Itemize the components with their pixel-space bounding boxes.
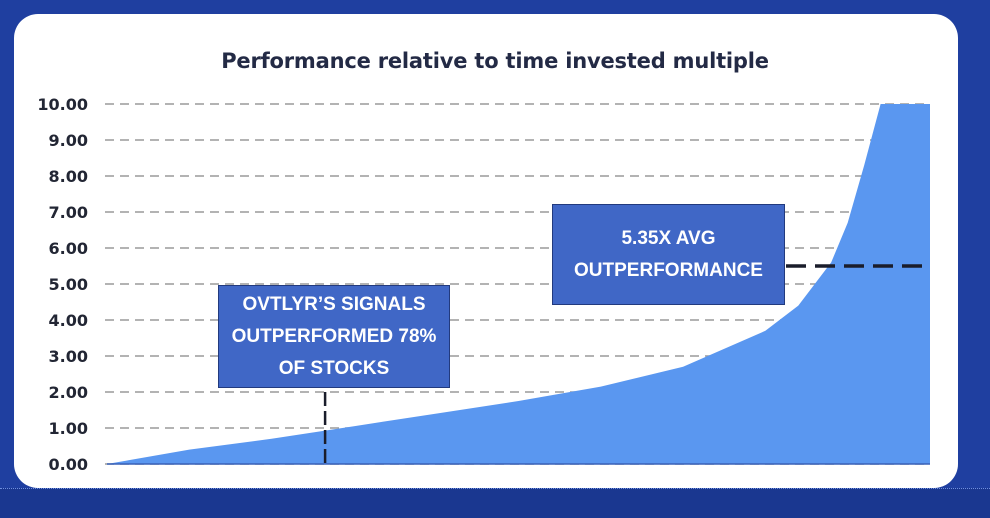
y-axis-ticks: 0.00 1.00 2.00 3.00 4.00 5.00 6.00 7.00 8.00 9.00… [37, 95, 88, 474]
y-tick-label: 3.00 [49, 347, 88, 366]
y-tick-label: 5.00 [49, 275, 88, 294]
chart-title: Performance relative to time invested mu… [221, 49, 769, 73]
y-tick-label: 10.00 [37, 95, 88, 114]
y-tick-label: 9.00 [49, 131, 88, 150]
y-tick-label: 7.00 [49, 203, 88, 222]
background-footer [0, 488, 990, 518]
callout-avg-outperformance: 5.35X AVG OUTPERFORMANCE [552, 204, 785, 305]
y-tick-label: 2.00 [49, 383, 88, 402]
y-tick-label: 6.00 [49, 239, 88, 258]
y-tick-label: 1.00 [49, 419, 88, 438]
y-tick-label: 8.00 [49, 167, 88, 186]
area-series [107, 104, 930, 464]
callout-outperformed: OVTLYR’S SIGNALS OUTPERFORMED 78% OF STO… [218, 285, 450, 388]
y-tick-label: 4.00 [49, 311, 88, 330]
y-tick-label: 0.00 [49, 455, 88, 474]
